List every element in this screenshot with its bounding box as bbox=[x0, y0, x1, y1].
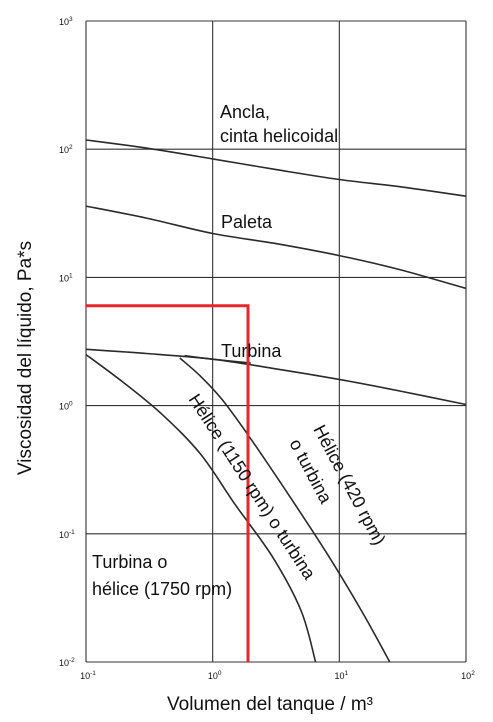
y-tick-label-4: 102 bbox=[59, 144, 73, 155]
x-tick-label-2: 101 bbox=[335, 670, 349, 681]
series-line-4 bbox=[179, 357, 391, 663]
label-ancla-line2: cinta helicoidal bbox=[220, 126, 338, 146]
y-tick-label-3: 101 bbox=[59, 272, 73, 283]
y-tick-label-2: 100 bbox=[59, 401, 73, 412]
y-tick-label-0: 10-2 bbox=[59, 657, 75, 668]
label-turbina-helice-line1: Turbina o bbox=[92, 552, 167, 572]
x-axis-title: Volumen del tanque / m³ bbox=[167, 694, 373, 715]
series-line-1 bbox=[85, 205, 467, 290]
y-tick-label-5: 103 bbox=[59, 16, 73, 27]
highlight bbox=[86, 304, 250, 662]
label-ancla-line1: Ancla, bbox=[220, 102, 270, 122]
x-tick-label-1: 100 bbox=[208, 670, 222, 681]
label-turbina: Turbina bbox=[221, 341, 282, 361]
x-tick-label-0: 10-1 bbox=[80, 670, 96, 681]
series-line-3 bbox=[85, 353, 317, 663]
label-turbina-helice-line2: hélice (1750 rpm) bbox=[92, 579, 232, 599]
tick-labels: 10-2 10-1 100 101 102 103 10-1 100 101 102 bbox=[59, 16, 475, 681]
y-tick-label-1: 10-1 bbox=[59, 529, 75, 540]
highlight-marker-line bbox=[86, 304, 250, 662]
curves bbox=[85, 139, 467, 663]
series-line-0 bbox=[85, 139, 467, 197]
x-tick-label-3: 102 bbox=[461, 670, 475, 681]
label-paleta: Paleta bbox=[221, 212, 273, 232]
y-axis-title: Viscosidad del líquido, Pa*s bbox=[15, 241, 36, 475]
series-line-2 bbox=[85, 348, 467, 406]
series-line-5 bbox=[184, 354, 251, 364]
